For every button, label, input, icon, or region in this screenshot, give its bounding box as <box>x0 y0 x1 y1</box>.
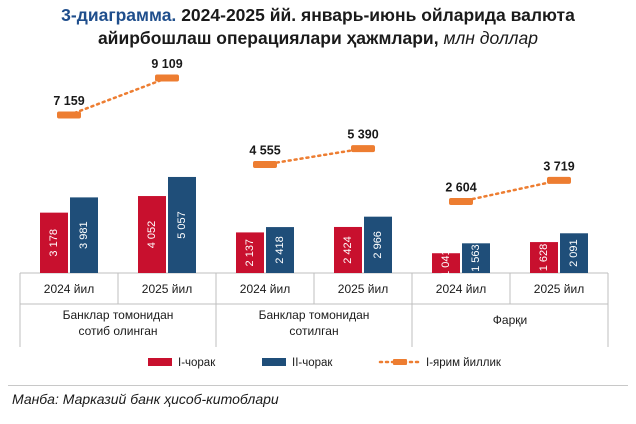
half-year-marker <box>253 160 277 168</box>
group-label: Банклар томонидан <box>259 308 370 322</box>
half-year-marker <box>449 198 473 206</box>
bar-q1-label: 3 178 <box>48 229 60 257</box>
bar-q2 <box>70 197 98 273</box>
source-divider <box>8 385 628 386</box>
bar-q2-label: 2 418 <box>274 236 286 264</box>
title-unit: млн доллар <box>443 28 539 48</box>
x-tick-label: 2024 йил <box>44 282 94 296</box>
x-tick-label: 2025 йил <box>142 282 192 296</box>
bar-q1 <box>236 232 264 273</box>
group-label: Фарқи <box>493 313 527 327</box>
bar-q2-label: 2 091 <box>568 239 580 267</box>
bar-q2-label: 5 057 <box>176 211 188 239</box>
half-year-value-label: 4 555 <box>249 143 280 157</box>
half-year-marker <box>155 74 179 82</box>
half-year-marker <box>351 145 375 153</box>
legend-marker-half-year <box>393 359 407 365</box>
half-year-value-label: 5 390 <box>347 128 378 142</box>
legend-label-half-year: I-ярим йиллик <box>426 357 502 369</box>
bar-q1-label: 2 424 <box>342 236 354 264</box>
bar-q1 <box>530 242 558 273</box>
bar-q1 <box>334 226 362 273</box>
x-tick-label: 2024 йил <box>436 282 486 296</box>
source-note: Манба: Марказий банк ҳисоб-китоблари <box>12 391 279 407</box>
bar-q1-label: 4 052 <box>146 221 158 249</box>
legend-swatch-q2 <box>262 358 286 366</box>
bar-q2 <box>462 243 490 273</box>
bar-q2 <box>364 216 392 273</box>
half-year-value-label: 9 109 <box>151 57 182 71</box>
bar-q1 <box>432 253 460 273</box>
bar-q1 <box>40 212 68 273</box>
bar-q2 <box>266 227 294 273</box>
x-tick-label: 2025 йил <box>338 282 388 296</box>
x-tick-label: 2025 йил <box>534 282 584 296</box>
bar-q2-label: 3 981 <box>78 221 90 249</box>
bar-q1 <box>138 196 166 273</box>
bar-q2 <box>168 176 196 273</box>
half-year-marker <box>547 176 571 184</box>
half-year-value-label: 3 719 <box>543 159 574 173</box>
half-year-line <box>263 147 365 166</box>
bar-q1-label: 1 628 <box>538 244 550 272</box>
group-label: сотиб олинган <box>78 324 157 338</box>
legend-label-q1: I-чорак <box>178 357 216 369</box>
group-label: сотилган <box>289 324 338 338</box>
half-year-value-label: 7 159 <box>53 94 84 108</box>
x-tick-label: 2024 йил <box>240 282 290 296</box>
bar-q1-label: 2 137 <box>244 239 256 267</box>
half-year-marker <box>57 111 81 119</box>
title-line1: 2024-2025 йй. январь-июнь ойларида валют… <box>181 5 575 25</box>
group-label: Банклар томонидан <box>63 308 174 322</box>
bar-q1-label: 1 041 <box>440 249 452 277</box>
half-year-line <box>67 76 169 117</box>
bar-q2-label: 2 966 <box>372 231 384 259</box>
half-year-value-label: 2 604 <box>445 181 476 195</box>
bar-q2 <box>560 233 588 273</box>
legend-swatch-q1 <box>148 358 172 366</box>
title-line2: айирбошлаш операциялари ҳажмлари, <box>97 28 439 48</box>
title-lead: 3-диаграмма. <box>61 5 177 25</box>
chart-title: 3-диаграмма. 2024-2025 йй. январь-июнь о… <box>0 4 636 50</box>
legend-label-q2: II-чорак <box>292 357 333 369</box>
half-year-line <box>459 179 561 203</box>
bar-q2-label: 1 563 <box>470 244 482 272</box>
